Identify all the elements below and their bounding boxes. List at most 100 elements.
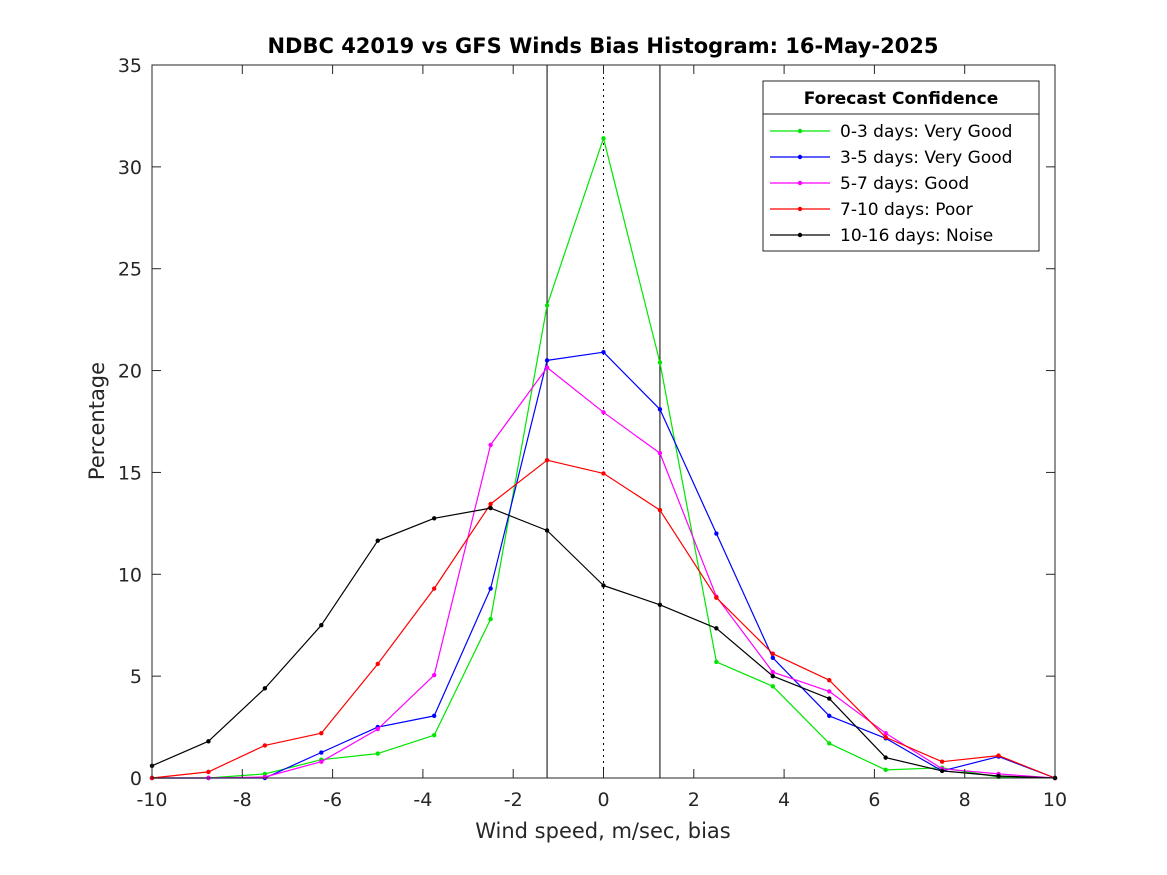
series-2-point	[544, 358, 550, 363]
series-5-point	[488, 505, 493, 511]
y-tick-labels: 0 5 10 15 20 25 30 35	[118, 55, 142, 790]
y-tick-label: 0	[130, 768, 142, 790]
legend-label: 10-16 days: Noise	[840, 226, 993, 246]
series-2-point	[431, 713, 437, 719]
series-1-point	[883, 767, 888, 773]
series-5-point	[601, 583, 606, 588]
series-5-point	[827, 696, 832, 701]
legend-item-4: 7-10 days: Poor	[770, 200, 973, 220]
y-tick-label: 25	[118, 259, 142, 281]
legend-label: 5-7 days: Good	[840, 174, 969, 194]
legend-swatch-marker	[797, 180, 803, 186]
x-tick-label: 10	[1043, 789, 1067, 811]
series-4-point	[883, 735, 888, 740]
series-2-point	[827, 713, 832, 719]
series-3-point	[827, 689, 832, 694]
series-2-point	[319, 750, 324, 755]
series-1-point	[714, 659, 719, 665]
series-5-point	[431, 516, 437, 521]
series-layer	[149, 136, 1058, 781]
series-3-point	[319, 759, 324, 764]
legend-label: 7-10 days: Poor	[840, 200, 973, 220]
series-5	[149, 505, 1058, 781]
x-tick-label: -6	[323, 789, 342, 811]
series-3-point	[601, 410, 606, 415]
series-5-point	[770, 673, 776, 679]
series-5-point	[714, 626, 719, 631]
y-tick-label: 20	[118, 361, 142, 383]
legend-box	[762, 80, 1040, 252]
series-5-point	[262, 686, 268, 691]
series-3-point	[375, 726, 380, 732]
legend-item-2: 3-5 days: Very Good	[770, 148, 1012, 168]
series-1-point	[544, 303, 550, 308]
legend-label: 3-5 days: Very Good	[840, 148, 1012, 168]
x-tick-label: 6	[868, 789, 880, 811]
series-1-point	[431, 733, 437, 738]
legend-item-1: 0-3 days: Very Good	[770, 122, 1012, 142]
legend-item-3: 5-7 days: Good	[770, 174, 969, 194]
series-4-point	[601, 471, 606, 476]
legend-swatch-marker	[797, 154, 803, 160]
series-1-point	[262, 771, 268, 777]
y-tick-label: 15	[118, 462, 142, 484]
series-5-point	[996, 773, 1001, 779]
series-4-point	[939, 759, 945, 764]
y-tick-label: 35	[118, 55, 142, 77]
series-1-point	[601, 136, 606, 141]
series-2-point	[601, 350, 606, 355]
series-1-point	[488, 616, 493, 622]
series-5-point	[939, 768, 945, 774]
series-5-point	[883, 755, 888, 760]
series-5-point	[544, 528, 550, 533]
series-3-point	[488, 442, 493, 448]
series-3-point	[431, 672, 437, 678]
x-axis-label: Wind speed, m/sec, bias	[475, 819, 731, 843]
series-4-point	[431, 586, 437, 591]
series-5-point	[206, 739, 211, 744]
legend: Forecast Confidence 0-3 days: Very Good 3…	[762, 80, 1040, 252]
series-3-point	[262, 774, 268, 780]
series-1-point	[657, 360, 663, 365]
y-tick-label: 30	[118, 157, 142, 179]
series-4-point	[770, 651, 776, 656]
legend-label: 0-3 days: Very Good	[840, 122, 1012, 142]
x-tick-label: -2	[504, 789, 523, 811]
series-4	[149, 458, 1058, 781]
x-tick-label: -10	[136, 789, 167, 811]
x-tick-label: -8	[233, 789, 252, 811]
legend-items: 0-3 days: Very Good 3-5 days: Very Good 5-…	[770, 122, 1012, 246]
series-1-point	[770, 684, 776, 689]
series-1-point	[375, 751, 380, 756]
y-tick-label: 5	[130, 666, 142, 688]
x-tick-label: 0	[597, 789, 609, 811]
series-2-point	[770, 655, 776, 661]
y-axis-label: Percentage	[85, 362, 109, 480]
legend-swatch-marker	[797, 206, 803, 212]
legend-item-5: 10-16 days: Noise	[770, 226, 993, 246]
series-4-point	[657, 507, 663, 513]
series-4-point	[488, 501, 493, 507]
series-4-point	[319, 730, 324, 736]
series-4-point	[827, 678, 832, 683]
legend-swatch-marker	[797, 232, 803, 238]
series-5-point	[319, 623, 324, 628]
series-4-point	[544, 458, 550, 463]
chart-title: NDBC 42019 vs GFS Winds Bias Histogram: …	[267, 34, 938, 58]
series-4-point	[262, 743, 268, 748]
series-3-point	[657, 450, 663, 456]
series-4-point	[206, 769, 211, 775]
x-tick-label: 2	[688, 789, 700, 811]
series-3-point	[770, 669, 776, 675]
series-1-point	[827, 741, 832, 746]
x-tick-label: 8	[959, 789, 971, 811]
series-5-point	[375, 538, 380, 543]
series-4-point	[996, 753, 1001, 758]
x-tick-labels: -10 -8 -6 -4 -2 0 2 4 6 8 10	[136, 789, 1067, 811]
series-2-point	[657, 407, 663, 412]
y-tick-label: 10	[118, 564, 142, 586]
series-2-point	[488, 586, 493, 591]
x-tick-label: -4	[413, 789, 432, 811]
reference-lines	[546, 65, 661, 778]
